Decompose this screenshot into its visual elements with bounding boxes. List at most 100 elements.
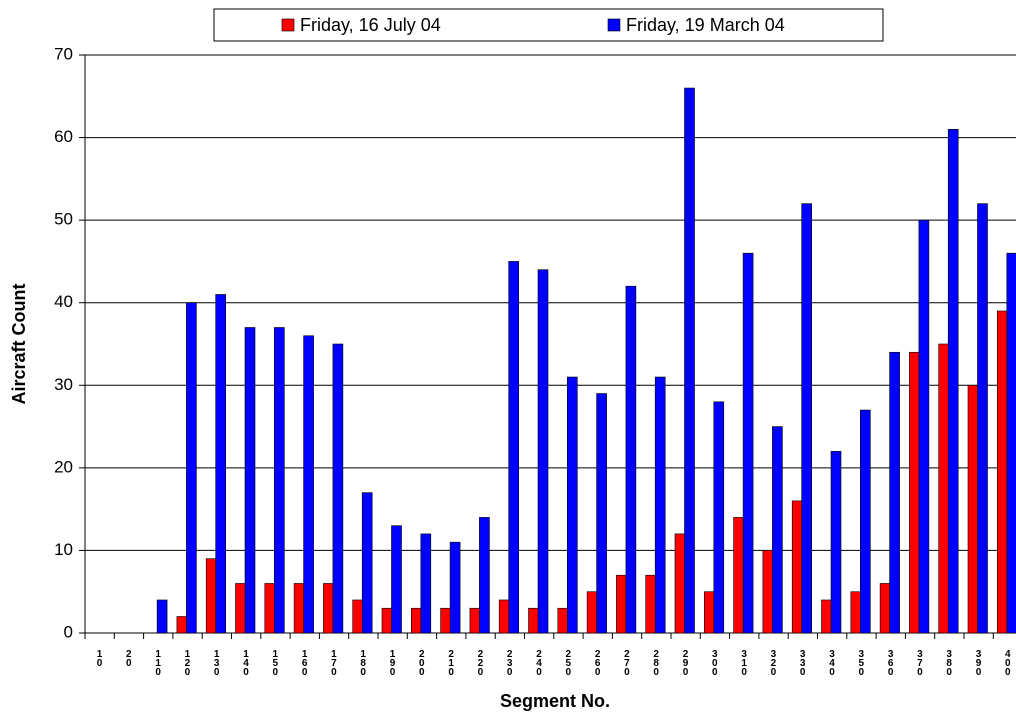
bar [498, 599, 510, 634]
x-tick-label: 200 [416, 649, 427, 676]
bar [469, 607, 481, 634]
bar [616, 574, 627, 634]
y-tick-label: 60 [54, 127, 73, 146]
bar [528, 607, 539, 634]
bar [684, 87, 695, 634]
bar [742, 252, 754, 634]
bar [654, 376, 666, 634]
bar [859, 409, 871, 634]
x-tick-label: 180 [358, 649, 369, 676]
x-tick-label: 320 [768, 649, 779, 676]
bar [821, 599, 832, 634]
bar [645, 574, 657, 634]
x-tick-label: 350 [856, 649, 867, 676]
x-tick-label: 210 [446, 649, 457, 676]
bar [244, 327, 256, 634]
bar [303, 335, 314, 634]
bar [566, 376, 578, 634]
x-tick-label: 380 [944, 649, 955, 676]
bar [791, 500, 803, 634]
x-tick-label: 120 [182, 649, 193, 676]
bar [479, 517, 490, 634]
x-tick-label: 220 [475, 649, 486, 676]
x-tick-label: 400 [1002, 649, 1013, 676]
y-tick-label: 0 [64, 622, 73, 641]
x-tick-label: 280 [651, 649, 662, 676]
bar [703, 591, 715, 634]
x-tick-label: 130 [211, 649, 222, 676]
x-tick-label: 150 [270, 649, 281, 676]
bar [830, 451, 842, 634]
bar [772, 426, 783, 634]
bar [596, 393, 607, 634]
bar [420, 533, 432, 634]
bar [537, 269, 549, 634]
x-tick-label: 140 [241, 649, 252, 676]
legend-box [213, 8, 884, 42]
y-axis-title: Aircraft Count [9, 283, 29, 404]
bar [625, 285, 637, 634]
x-tick-label: 110 [153, 649, 164, 676]
bar [205, 558, 217, 634]
y-tick-label: 70 [54, 44, 73, 63]
bar [391, 525, 402, 634]
bar [235, 583, 246, 634]
legend-label: Friday, 19 March 04 [626, 15, 785, 35]
bar [889, 351, 900, 634]
bar [440, 607, 451, 634]
bar [674, 533, 686, 634]
x-tick-label: 370 [914, 649, 925, 676]
bar [947, 129, 959, 634]
bar [713, 401, 725, 634]
bar [410, 607, 422, 634]
bar [273, 327, 285, 634]
x-tick-label: 240 [534, 649, 545, 676]
x-tick-label: 20 [123, 649, 134, 667]
x-tick-label: 300 [709, 649, 720, 676]
bar [801, 203, 813, 634]
bar [918, 219, 930, 634]
x-tick-label: 340 [827, 649, 838, 676]
y-tick-label: 40 [54, 292, 73, 311]
x-tick-label: 330 [797, 649, 808, 676]
bar [586, 591, 598, 634]
legend-label: Friday, 16 July 04 [300, 15, 441, 35]
bar [909, 351, 920, 634]
x-tick-label: 360 [885, 649, 896, 676]
bar [332, 343, 344, 634]
x-tick-label: 230 [504, 649, 515, 676]
bar [938, 343, 950, 634]
x-tick-label: 160 [299, 649, 310, 676]
x-axis-title: Segment No. [500, 691, 610, 711]
bar [449, 541, 461, 634]
bar [967, 384, 979, 634]
x-tick-label: 290 [680, 649, 691, 676]
x-tick-label: 250 [563, 649, 574, 676]
bar [1006, 252, 1016, 634]
x-tick-label: 190 [387, 649, 398, 676]
bar [156, 599, 168, 634]
bar [323, 583, 334, 634]
bar [361, 492, 373, 634]
legend-swatch [281, 18, 295, 32]
x-tick-label: 390 [973, 649, 984, 676]
bar [762, 550, 774, 634]
y-tick-label: 10 [54, 540, 73, 559]
y-tick-label: 30 [54, 375, 73, 394]
bar [381, 607, 393, 634]
bar [508, 261, 520, 634]
bar [977, 203, 988, 634]
bar [557, 607, 569, 634]
x-tick-label: 170 [328, 649, 339, 676]
bar [352, 599, 364, 634]
y-tick-label: 20 [54, 457, 73, 476]
x-tick-label: 270 [621, 649, 632, 676]
bar [733, 517, 744, 634]
bar [186, 302, 197, 634]
x-tick-label: 260 [592, 649, 603, 676]
legend-swatch [607, 18, 621, 32]
bar [293, 583, 305, 634]
x-tick-label: 310 [739, 649, 750, 676]
bar [264, 583, 276, 634]
